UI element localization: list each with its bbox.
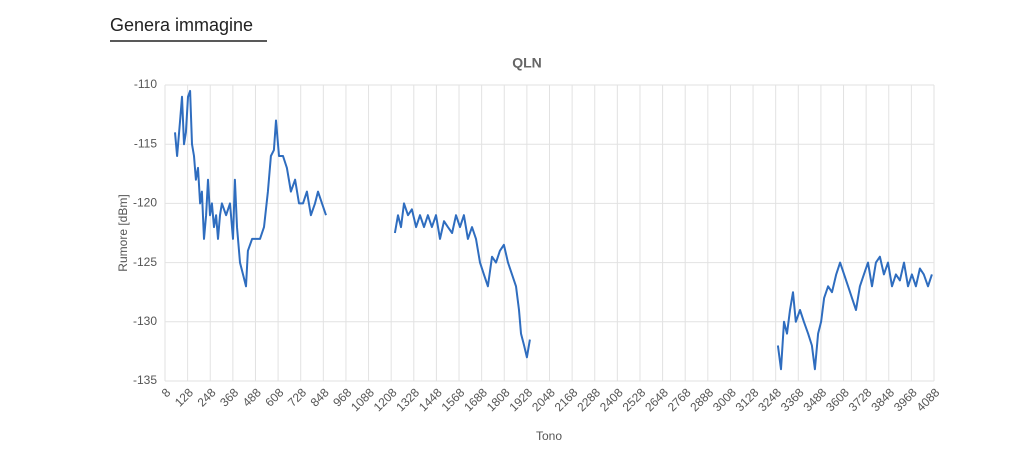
- x-tick-label: 1928: [506, 385, 535, 414]
- x-tick-label: 3008: [710, 385, 739, 414]
- x-tick-label: 2288: [574, 385, 603, 414]
- y-tick-label: -110: [134, 77, 157, 91]
- x-axis-label: Tono: [536, 429, 562, 443]
- x-tick-label: 128: [172, 385, 196, 409]
- x-tick-label: 2048: [529, 385, 558, 414]
- x-tick-label: 3968: [891, 385, 920, 414]
- y-tick-label: -125: [133, 255, 157, 269]
- x-tick-label: 248: [195, 385, 219, 409]
- x-tick-label: 1328: [393, 385, 422, 414]
- x-tick-label: 728: [285, 385, 309, 409]
- x-tick-label: 1448: [416, 385, 445, 414]
- x-tick-label: 2168: [552, 385, 581, 414]
- x-tick-label: 2648: [642, 385, 671, 414]
- x-tick-label: 1568: [439, 385, 468, 414]
- y-axis-label: Rumore [dBm]: [116, 194, 130, 271]
- x-tick-label: 8: [159, 385, 174, 400]
- y-tick-label: -115: [134, 136, 157, 150]
- y-tick-label: -120: [133, 196, 157, 210]
- x-tick-label: 3488: [800, 385, 829, 414]
- x-tick-label: 3848: [868, 385, 897, 414]
- x-tick-label: 1808: [484, 385, 513, 414]
- x-tick-label: 3248: [755, 385, 784, 414]
- x-tick-label: 2888: [687, 385, 716, 414]
- y-tick-label: -130: [133, 314, 157, 328]
- x-tick-label: 2528: [620, 385, 649, 414]
- x-tick-label: 608: [262, 385, 286, 409]
- x-tick-label: 1208: [371, 385, 400, 414]
- x-tick-label: 848: [308, 385, 332, 409]
- chart-title: QLN: [512, 55, 542, 71]
- x-tick-label: 2768: [665, 385, 694, 414]
- x-tick-label: 4088: [914, 385, 943, 414]
- x-tick-label: 3368: [778, 385, 807, 414]
- x-tick-label: 3128: [733, 385, 762, 414]
- x-tick-label: 1088: [348, 385, 377, 414]
- x-tick-label: 368: [217, 385, 241, 409]
- x-tick-label: 2408: [597, 385, 626, 414]
- generate-button[interactable]: Genera immagine: [110, 15, 253, 35]
- x-tick-label: 488: [240, 385, 264, 409]
- x-tick-label: 3728: [846, 385, 875, 414]
- x-tick-label: 3608: [823, 385, 852, 414]
- x-tick-label: 1688: [461, 385, 490, 414]
- data-line: [174, 89, 933, 371]
- y-tick-label: -135: [133, 373, 157, 387]
